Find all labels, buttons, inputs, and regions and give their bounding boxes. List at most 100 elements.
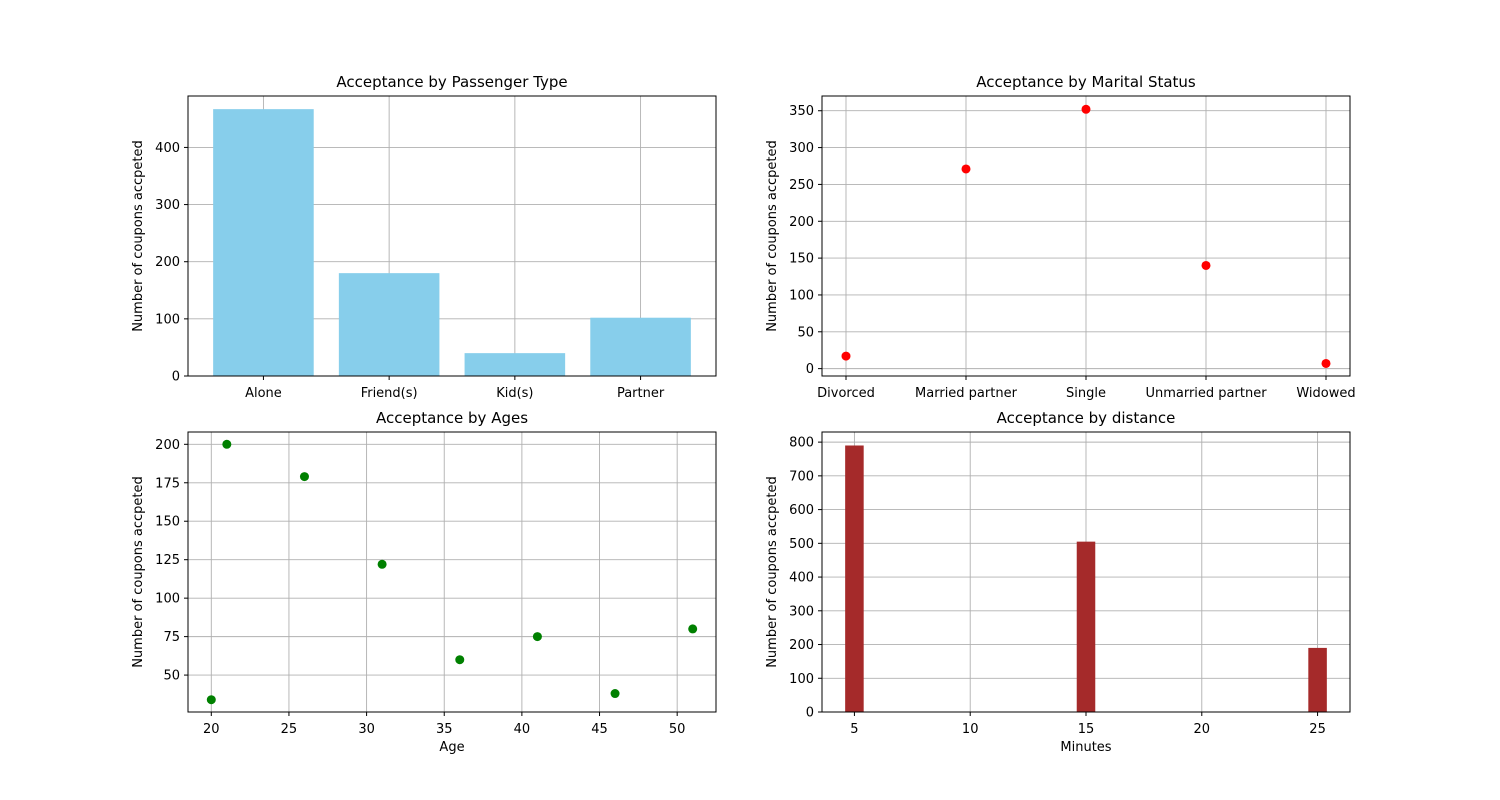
ages-title: Acceptance by Ages	[376, 409, 528, 427]
ages-y-tick-label: 125	[155, 553, 180, 568]
passenger-type-x-tick-label: Kid(s)	[496, 386, 533, 401]
passenger-type-bar	[213, 109, 314, 377]
marital-status-point	[1081, 104, 1091, 114]
passenger-type-x-tick-label: Alone	[245, 386, 282, 401]
distance-y-tick-label: 0	[806, 706, 814, 721]
chart-marital-status: Divorced Married partner Single Unmarried p…	[765, 73, 1356, 401]
marital-status-x-tick-label: Single	[1066, 386, 1106, 401]
marital-status-points	[841, 104, 1331, 368]
marital-status-x-tick-label: Widowed	[1296, 386, 1355, 401]
distance-x-tick-label: 25	[1309, 722, 1326, 737]
ages-points	[206, 439, 698, 705]
marital-status-title: Acceptance by Marital Status	[976, 73, 1196, 91]
distance-x-tick-label: 10	[962, 722, 979, 737]
distance-bar	[1076, 541, 1096, 712]
marital-status-y-tick-label: 150	[789, 252, 814, 267]
passenger-type-x-ticks: Alone Friend(s) Kid(s) Partner	[245, 376, 665, 401]
passenger-type-y-axis-label: Number of coupons accpeted	[131, 140, 146, 332]
ages-point	[610, 689, 620, 699]
passenger-type-axes-frame	[187, 95, 717, 377]
ages-x-ticks: 20 25 30 35 40 45 50	[203, 712, 685, 737]
passenger-type-bar	[338, 273, 440, 376]
marital-status-point	[841, 351, 851, 361]
ages-y-tick-label: 75	[163, 630, 180, 645]
ages-x-axis-label: Age	[439, 740, 464, 755]
marital-status-y-tick-label: 100	[789, 288, 814, 303]
ages-y-tick-label: 200	[155, 438, 180, 453]
passenger-type-y-ticks: 0 100 200 300 400	[155, 141, 188, 385]
marital-status-y-tick-label: 300	[789, 141, 814, 156]
ages-point	[688, 624, 698, 634]
ages-y-ticks: 50 75 100 125 150 175 200	[155, 438, 188, 684]
distance-x-axis-label: Minutes	[1060, 740, 1111, 755]
distance-x-tick-label: 20	[1194, 722, 1211, 737]
distance-y-axis-label: Number of coupons accpeted	[765, 476, 780, 668]
ages-y-tick-label: 150	[155, 515, 180, 530]
distance-x-ticks: 5 10 15 20 25	[850, 712, 1326, 737]
marital-status-x-tick-label: Divorced	[817, 386, 875, 401]
marital-status-y-tick-label: 250	[789, 178, 814, 193]
distance-y-tick-label: 100	[789, 672, 814, 687]
passenger-type-x-tick-label: Friend(s)	[361, 386, 418, 401]
passenger-type-y-tick-label: 300	[155, 198, 180, 213]
distance-title: Acceptance by distance	[997, 409, 1176, 427]
distance-y-tick-label: 800	[789, 436, 814, 451]
distance-bar	[1308, 647, 1327, 712]
ages-axes-frame	[187, 431, 717, 713]
ages-point	[299, 472, 309, 482]
passenger-type-bars	[213, 109, 691, 377]
ages-y-tick-label: 175	[155, 476, 180, 491]
ages-y-tick-label: 100	[155, 592, 180, 607]
distance-y-tick-label: 700	[789, 469, 814, 484]
marital-status-point	[1201, 260, 1211, 270]
distance-y-tick-label: 600	[789, 503, 814, 518]
passenger-type-y-tick-label: 200	[155, 255, 180, 270]
marital-status-y-tick-label: 0	[806, 362, 814, 377]
passenger-type-title: Acceptance by Passenger Type	[336, 73, 567, 91]
passenger-type-bar	[464, 353, 566, 376]
distance-bars	[845, 445, 1327, 712]
chart-passenger-type: Alone Friend(s) Kid(s) Partner 0 100 200 300 40…	[131, 73, 717, 401]
distance-y-tick-label: 400	[789, 571, 814, 586]
distance-x-tick-label: 15	[1078, 722, 1095, 737]
marital-status-point	[961, 164, 971, 174]
ages-point	[532, 632, 542, 642]
ages-x-tick-label: 30	[358, 722, 375, 737]
ages-point	[206, 695, 216, 705]
marital-status-y-tick-label: 200	[789, 215, 814, 230]
distance-bar	[845, 445, 864, 712]
ages-x-tick-label: 20	[203, 722, 220, 737]
passenger-type-bar	[590, 317, 691, 376]
marital-status-grid	[822, 96, 1350, 376]
marital-status-y-ticks: 0 50 100 150 200 250 300 350	[789, 104, 822, 377]
ages-x-tick-label: 40	[514, 722, 531, 737]
marital-status-x-tick-label: Married partner	[915, 386, 1018, 401]
passenger-type-y-tick-label: 100	[155, 312, 180, 327]
ages-y-axis-label: Number of coupons accpeted	[131, 476, 146, 668]
ages-grid	[188, 432, 716, 712]
marital-status-y-axis-label: Number of coupons accpeted	[765, 140, 780, 332]
ages-y-tick-label: 50	[163, 669, 180, 684]
marital-status-y-tick-label: 350	[789, 104, 814, 119]
passenger-type-x-tick-label: Partner	[617, 386, 665, 401]
distance-x-tick-label: 5	[850, 722, 858, 737]
marital-status-x-ticks: Divorced Married partner Single Unmarried p…	[817, 376, 1356, 401]
ages-x-tick-label: 50	[669, 722, 686, 737]
marital-status-point	[1321, 358, 1331, 368]
ages-x-tick-label: 25	[281, 722, 298, 737]
marital-status-y-tick-label: 50	[797, 325, 814, 340]
ages-point	[222, 439, 232, 449]
chart-ages: 20 25 30 35 40 45 50 50 75 100 125 150 175 200 Accep…	[131, 409, 717, 755]
ages-x-tick-label: 35	[436, 722, 453, 737]
distance-y-ticks: 0 100 200 300 400 500 600 700 800	[789, 436, 822, 721]
passenger-type-y-tick-label: 0	[172, 370, 180, 385]
marital-status-x-tick-label: Unmarried partner	[1145, 386, 1267, 401]
distance-y-tick-label: 200	[789, 638, 814, 653]
passenger-type-y-tick-label: 400	[155, 141, 180, 156]
distance-y-tick-label: 500	[789, 537, 814, 552]
chart-distance: 5 10 15 20 25 0 100 200 300 400 500 600 700 800 Acce…	[765, 409, 1351, 755]
ages-point	[377, 559, 387, 569]
distance-y-tick-label: 300	[789, 604, 814, 619]
ages-x-tick-label: 45	[591, 722, 608, 737]
